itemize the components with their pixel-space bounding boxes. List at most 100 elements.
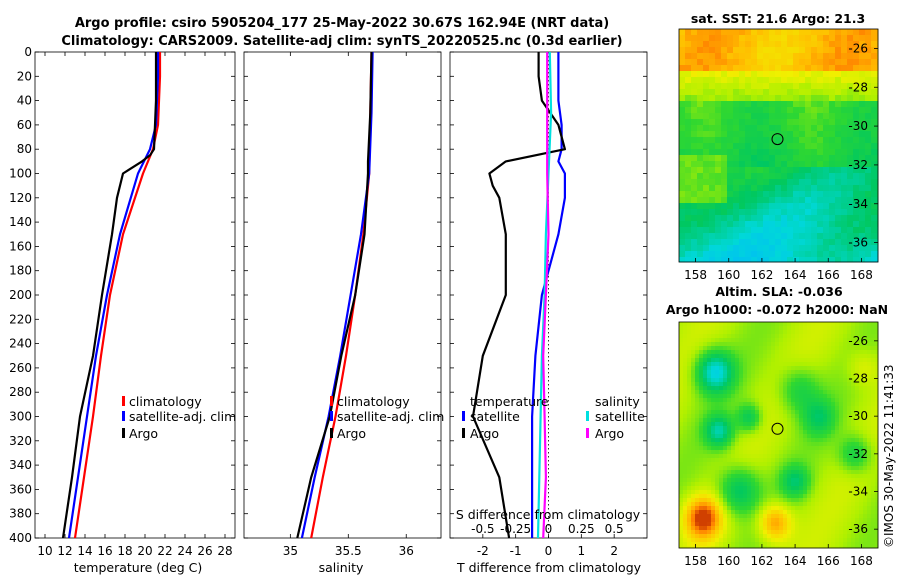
map-cell <box>779 454 784 459</box>
map-cell <box>691 101 698 108</box>
map-cell <box>739 366 744 371</box>
map-cell <box>817 239 824 246</box>
map-cell <box>811 149 818 156</box>
x-tick-label: 160 <box>717 268 740 282</box>
map-cell <box>865 179 872 186</box>
map-cell <box>799 450 804 455</box>
map-cell <box>811 386 816 391</box>
map-cell <box>783 514 788 519</box>
map-cell <box>841 77 848 84</box>
map-cell <box>771 490 776 495</box>
map-cell <box>787 542 792 547</box>
map-cell <box>835 209 842 216</box>
map-cell <box>755 438 760 443</box>
x-tick-label: 158 <box>684 554 707 568</box>
map-cell <box>859 41 866 48</box>
map-cell <box>775 442 780 447</box>
map-cell <box>703 478 708 483</box>
map-cell <box>815 542 820 547</box>
map-cell <box>805 53 812 60</box>
map-cell <box>817 161 824 168</box>
map-cell <box>735 366 740 371</box>
map-cell <box>699 518 704 523</box>
map-cell <box>697 227 704 234</box>
map-cell <box>723 450 728 455</box>
map-cell <box>875 534 879 539</box>
map-cell <box>711 426 716 431</box>
map-cell <box>817 221 824 228</box>
map-cell <box>751 538 756 543</box>
map-cell <box>707 334 712 339</box>
y-tick-label: -32 <box>848 447 868 461</box>
map-cell <box>811 338 816 343</box>
map-cell <box>775 330 780 335</box>
map-cell <box>835 251 842 258</box>
map-cell <box>799 442 804 447</box>
map-cell <box>841 53 848 60</box>
map-cell <box>807 430 812 435</box>
map-cell <box>783 510 788 515</box>
map-cell <box>787 71 794 78</box>
map-cell <box>855 342 860 347</box>
map-cell <box>691 398 696 403</box>
map-cell <box>803 370 808 375</box>
map-cell <box>771 378 776 383</box>
map-cell <box>815 326 820 331</box>
map-cell <box>709 107 716 114</box>
map-cell <box>811 119 818 126</box>
map-cell <box>715 35 722 42</box>
map-cell <box>691 374 696 379</box>
map-cell <box>847 149 854 156</box>
map-cell <box>799 426 804 431</box>
map-cell <box>823 53 830 60</box>
map-cell <box>779 478 784 483</box>
map-cell <box>871 482 876 487</box>
map-cell <box>691 113 698 120</box>
map-cell <box>679 47 686 54</box>
map-cell <box>805 185 812 192</box>
map-cell <box>771 458 776 463</box>
map-cell <box>811 470 816 475</box>
map-cell <box>823 390 828 395</box>
map-cell <box>811 382 816 387</box>
map-cell <box>731 442 736 447</box>
map-cell <box>829 251 836 258</box>
map-cell <box>771 370 776 375</box>
map-cell <box>679 197 686 204</box>
map-cell <box>859 514 864 519</box>
map-cell <box>819 486 824 491</box>
map-cell <box>779 518 784 523</box>
map-cell <box>787 89 794 96</box>
map-cell <box>839 510 844 515</box>
map-cell <box>727 386 732 391</box>
map-cell <box>805 137 812 144</box>
map-cell <box>841 59 848 66</box>
map-cell <box>731 506 736 511</box>
map-cell <box>735 450 740 455</box>
map-cell <box>787 113 794 120</box>
map-cell <box>787 41 794 48</box>
map-cell <box>799 47 806 54</box>
map-cell <box>721 185 728 192</box>
map-cell <box>679 486 684 491</box>
map-cell <box>727 257 734 263</box>
map-cell <box>715 402 720 407</box>
map-cell <box>767 414 772 419</box>
map-cell <box>819 470 824 475</box>
map-cell <box>679 490 684 495</box>
map-cell <box>871 326 876 331</box>
map-cell <box>847 83 854 90</box>
map-cell <box>691 354 696 359</box>
map-cell <box>745 143 752 150</box>
map-cell <box>781 197 788 204</box>
map-cell <box>723 462 728 467</box>
map-cell <box>683 442 688 447</box>
map-cell <box>847 418 852 423</box>
legend-label-climatology: climatology <box>129 394 202 409</box>
map-cell <box>855 354 860 359</box>
difference-xlabel: T difference from climatology <box>456 560 642 575</box>
map-cell <box>831 426 836 431</box>
map-cell <box>731 534 736 539</box>
map-cell <box>699 486 704 491</box>
map-cell <box>769 167 776 174</box>
